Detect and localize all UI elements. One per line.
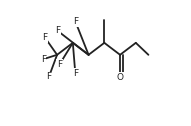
Text: F: F (41, 55, 46, 64)
Text: O: O (117, 73, 124, 82)
Text: F: F (57, 60, 62, 69)
Text: F: F (55, 26, 60, 35)
Text: F: F (73, 69, 78, 78)
Text: F: F (43, 33, 48, 42)
Text: F: F (46, 72, 51, 81)
Text: F: F (73, 17, 78, 26)
